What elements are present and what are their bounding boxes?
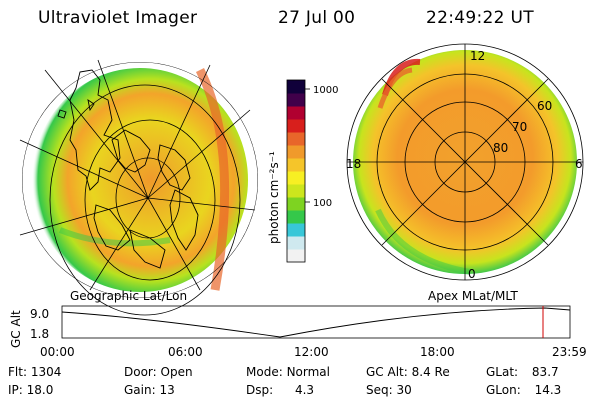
orbit-xtick-0600: 06:00 bbox=[168, 345, 203, 359]
colorbar-band bbox=[287, 80, 305, 94]
geographic-image bbox=[32, 67, 248, 292]
colorbar-band bbox=[287, 249, 305, 263]
glon-label: GLon: bbox=[486, 383, 521, 397]
gain-value: 13 bbox=[159, 383, 175, 397]
altitude-curve bbox=[61, 307, 571, 338]
colorbar-band bbox=[287, 236, 305, 250]
magnetic-label: Apex MLat/MLT bbox=[428, 289, 518, 303]
seq-label: Seq: bbox=[366, 383, 393, 397]
color-bar: 1000 100 photon cm⁻²s⁻¹ bbox=[267, 79, 338, 263]
colorbar-band bbox=[287, 132, 305, 146]
colorbar-band bbox=[287, 93, 305, 107]
status-seq: Seq: 30 bbox=[366, 383, 412, 397]
ip-label: IP: bbox=[8, 383, 23, 397]
flt-label: Flt: bbox=[8, 365, 27, 379]
mlat-60-label: 60 bbox=[537, 99, 552, 113]
glat-label: GLat: bbox=[486, 365, 519, 379]
colorbar-band bbox=[287, 171, 305, 185]
colorbar-band bbox=[287, 106, 305, 120]
ip-value: 18.0 bbox=[26, 383, 54, 397]
colorbar-band bbox=[287, 210, 305, 224]
colorbar-tick-100: 100 bbox=[313, 198, 332, 209]
orbit-ylabel: GC Alt bbox=[9, 310, 23, 348]
status-dsp: Dsp: 4.3 bbox=[246, 383, 314, 397]
orbit-altitude-plot: GC Alt 9.0 1.8 00:00 06:00 12:00 18:00 2… bbox=[9, 305, 587, 359]
door-value: Open bbox=[160, 365, 193, 379]
status-gain: Gain: 13 bbox=[124, 383, 175, 397]
gcalt-label: GC Alt: bbox=[366, 365, 408, 379]
orbit-xtick-2359: 23:59 bbox=[552, 345, 587, 359]
mlt-6-label: 6 bbox=[575, 157, 583, 171]
dsp-value: 4.3 bbox=[294, 383, 315, 397]
geographic-grid bbox=[19, 59, 258, 316]
status-gcalt: GC Alt: 8.4 Re bbox=[366, 365, 450, 379]
glon-value: 14.3 bbox=[534, 383, 562, 397]
magnetic-grid bbox=[346, 43, 584, 281]
glat-value: 83.7 bbox=[531, 365, 559, 379]
colorbar-band bbox=[287, 145, 305, 159]
colorbar-band bbox=[287, 223, 305, 237]
seq-value: 30 bbox=[396, 383, 412, 397]
status-glat: GLat: 83.7 bbox=[486, 365, 559, 379]
mlat-80-label: 80 bbox=[493, 141, 508, 155]
status-flt: Flt: 1304 bbox=[8, 365, 61, 379]
mlt-0-label: 0 bbox=[468, 267, 476, 281]
orbit-ytick-bottom: 1.8 bbox=[30, 327, 49, 341]
geographic-label: Geographic Lat/Lon bbox=[70, 289, 187, 303]
colorbar-band bbox=[287, 158, 305, 172]
colorbar-unit-label: photon cm⁻²s⁻¹ bbox=[267, 151, 281, 244]
gain-label: Gain: bbox=[124, 383, 156, 397]
colorbar-band bbox=[287, 119, 305, 133]
mode-value: Normal bbox=[286, 365, 330, 379]
image-date: 27 Jul 00 bbox=[278, 8, 356, 28]
coastlines bbox=[57, 69, 199, 269]
colorbar-tick-1000: 1000 bbox=[313, 85, 338, 96]
status-door: Door: Open bbox=[124, 365, 193, 379]
door-label: Door: bbox=[124, 365, 157, 379]
orbit-xtick-1800: 18:00 bbox=[420, 345, 455, 359]
status-ip: IP: 18.0 bbox=[8, 383, 53, 397]
orbit-xtick-0000: 00:00 bbox=[40, 345, 75, 359]
colorbar-band bbox=[287, 184, 305, 198]
orbit-xtick-1200: 12:00 bbox=[294, 345, 329, 359]
mode-label: Mode: bbox=[246, 365, 283, 379]
colorbar-band bbox=[287, 197, 305, 211]
instrument-title: Ultraviolet Imager bbox=[38, 8, 198, 28]
mlat-70-label: 70 bbox=[512, 120, 527, 134]
status-glon: GLon: 14.3 bbox=[486, 383, 561, 397]
image-time: 22:49:22 UT bbox=[426, 8, 534, 28]
gcalt-value: 8.4 Re bbox=[411, 365, 450, 379]
orbit-ytick-top: 9.0 bbox=[30, 307, 49, 321]
flt-value: 1304 bbox=[30, 365, 62, 379]
dsp-label: Dsp: bbox=[246, 383, 274, 397]
status-mode: Mode: Normal bbox=[246, 365, 330, 379]
mlt-12-label: 12 bbox=[470, 49, 485, 63]
mlt-18-label: 18 bbox=[346, 157, 361, 171]
